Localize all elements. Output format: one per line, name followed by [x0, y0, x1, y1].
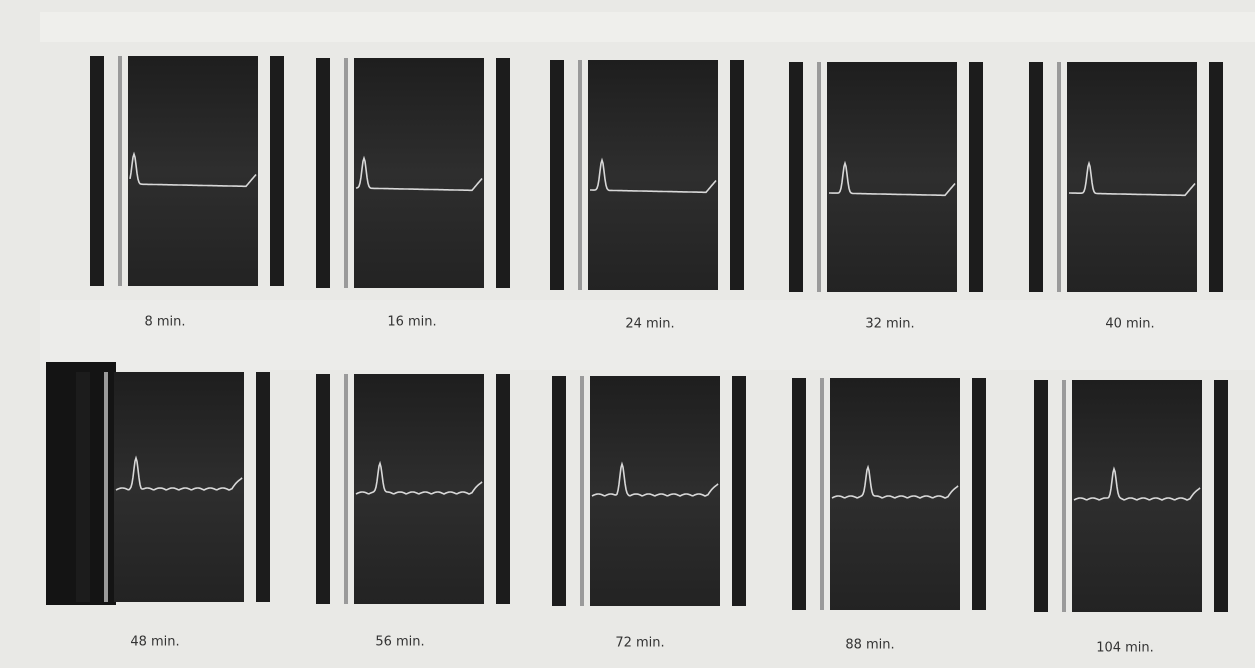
photo: 8 min. 16 min. 24 min. 32 min. 40 min. 48 min…	[0, 0, 1255, 668]
reference-line	[578, 60, 582, 290]
right-bar	[270, 56, 284, 286]
right-bar	[732, 376, 746, 606]
time-label: 40 min.	[1105, 317, 1154, 332]
reference-line	[1057, 62, 1061, 292]
left-bar	[1034, 380, 1048, 612]
reference-line	[344, 58, 348, 288]
reference-line	[580, 376, 584, 606]
time-label: 32 min.	[865, 317, 914, 332]
right-bar	[256, 372, 270, 602]
time-label: 72 min.	[615, 636, 664, 651]
right-bar	[1209, 62, 1223, 292]
left-bar	[316, 374, 330, 604]
left-bar	[90, 56, 104, 286]
reference-line	[344, 374, 348, 604]
strip	[40, 300, 1255, 370]
strip	[40, 12, 1255, 42]
right-bar	[972, 378, 986, 610]
reference-line	[1062, 380, 1066, 612]
left-bar	[792, 378, 806, 610]
schlieren-image	[1072, 380, 1202, 612]
left-bar	[552, 376, 566, 606]
reference-line	[817, 62, 821, 292]
schlieren-image	[830, 378, 960, 610]
left-bar	[76, 372, 90, 602]
right-bar	[496, 374, 510, 604]
right-bar	[1214, 380, 1228, 612]
reference-line	[104, 372, 108, 602]
reference-line	[820, 378, 824, 610]
schlieren-image	[354, 58, 484, 288]
right-bar	[730, 60, 744, 290]
left-bar	[550, 60, 564, 290]
time-label: 104 min.	[1096, 641, 1154, 656]
schlieren-image	[588, 60, 718, 290]
time-label: 48 min.	[130, 635, 179, 650]
left-bar	[1029, 62, 1043, 292]
schlieren-image	[128, 56, 258, 286]
left-bar	[316, 58, 330, 288]
page: 8 min. 16 min. 24 min. 32 min. 40 min. 48 min…	[0, 0, 1255, 668]
left-bar	[789, 62, 803, 292]
time-label: 56 min.	[375, 635, 424, 650]
schlieren-image	[354, 374, 484, 604]
schlieren-image	[827, 62, 957, 292]
right-bar	[969, 62, 983, 292]
schlieren-image	[590, 376, 720, 606]
schlieren-image	[114, 372, 244, 602]
time-label: 8 min.	[144, 315, 185, 330]
reference-line	[118, 56, 122, 286]
time-label: 24 min.	[625, 317, 674, 332]
right-bar	[496, 58, 510, 288]
time-label: 16 min.	[387, 315, 436, 330]
time-label: 88 min.	[845, 638, 894, 653]
